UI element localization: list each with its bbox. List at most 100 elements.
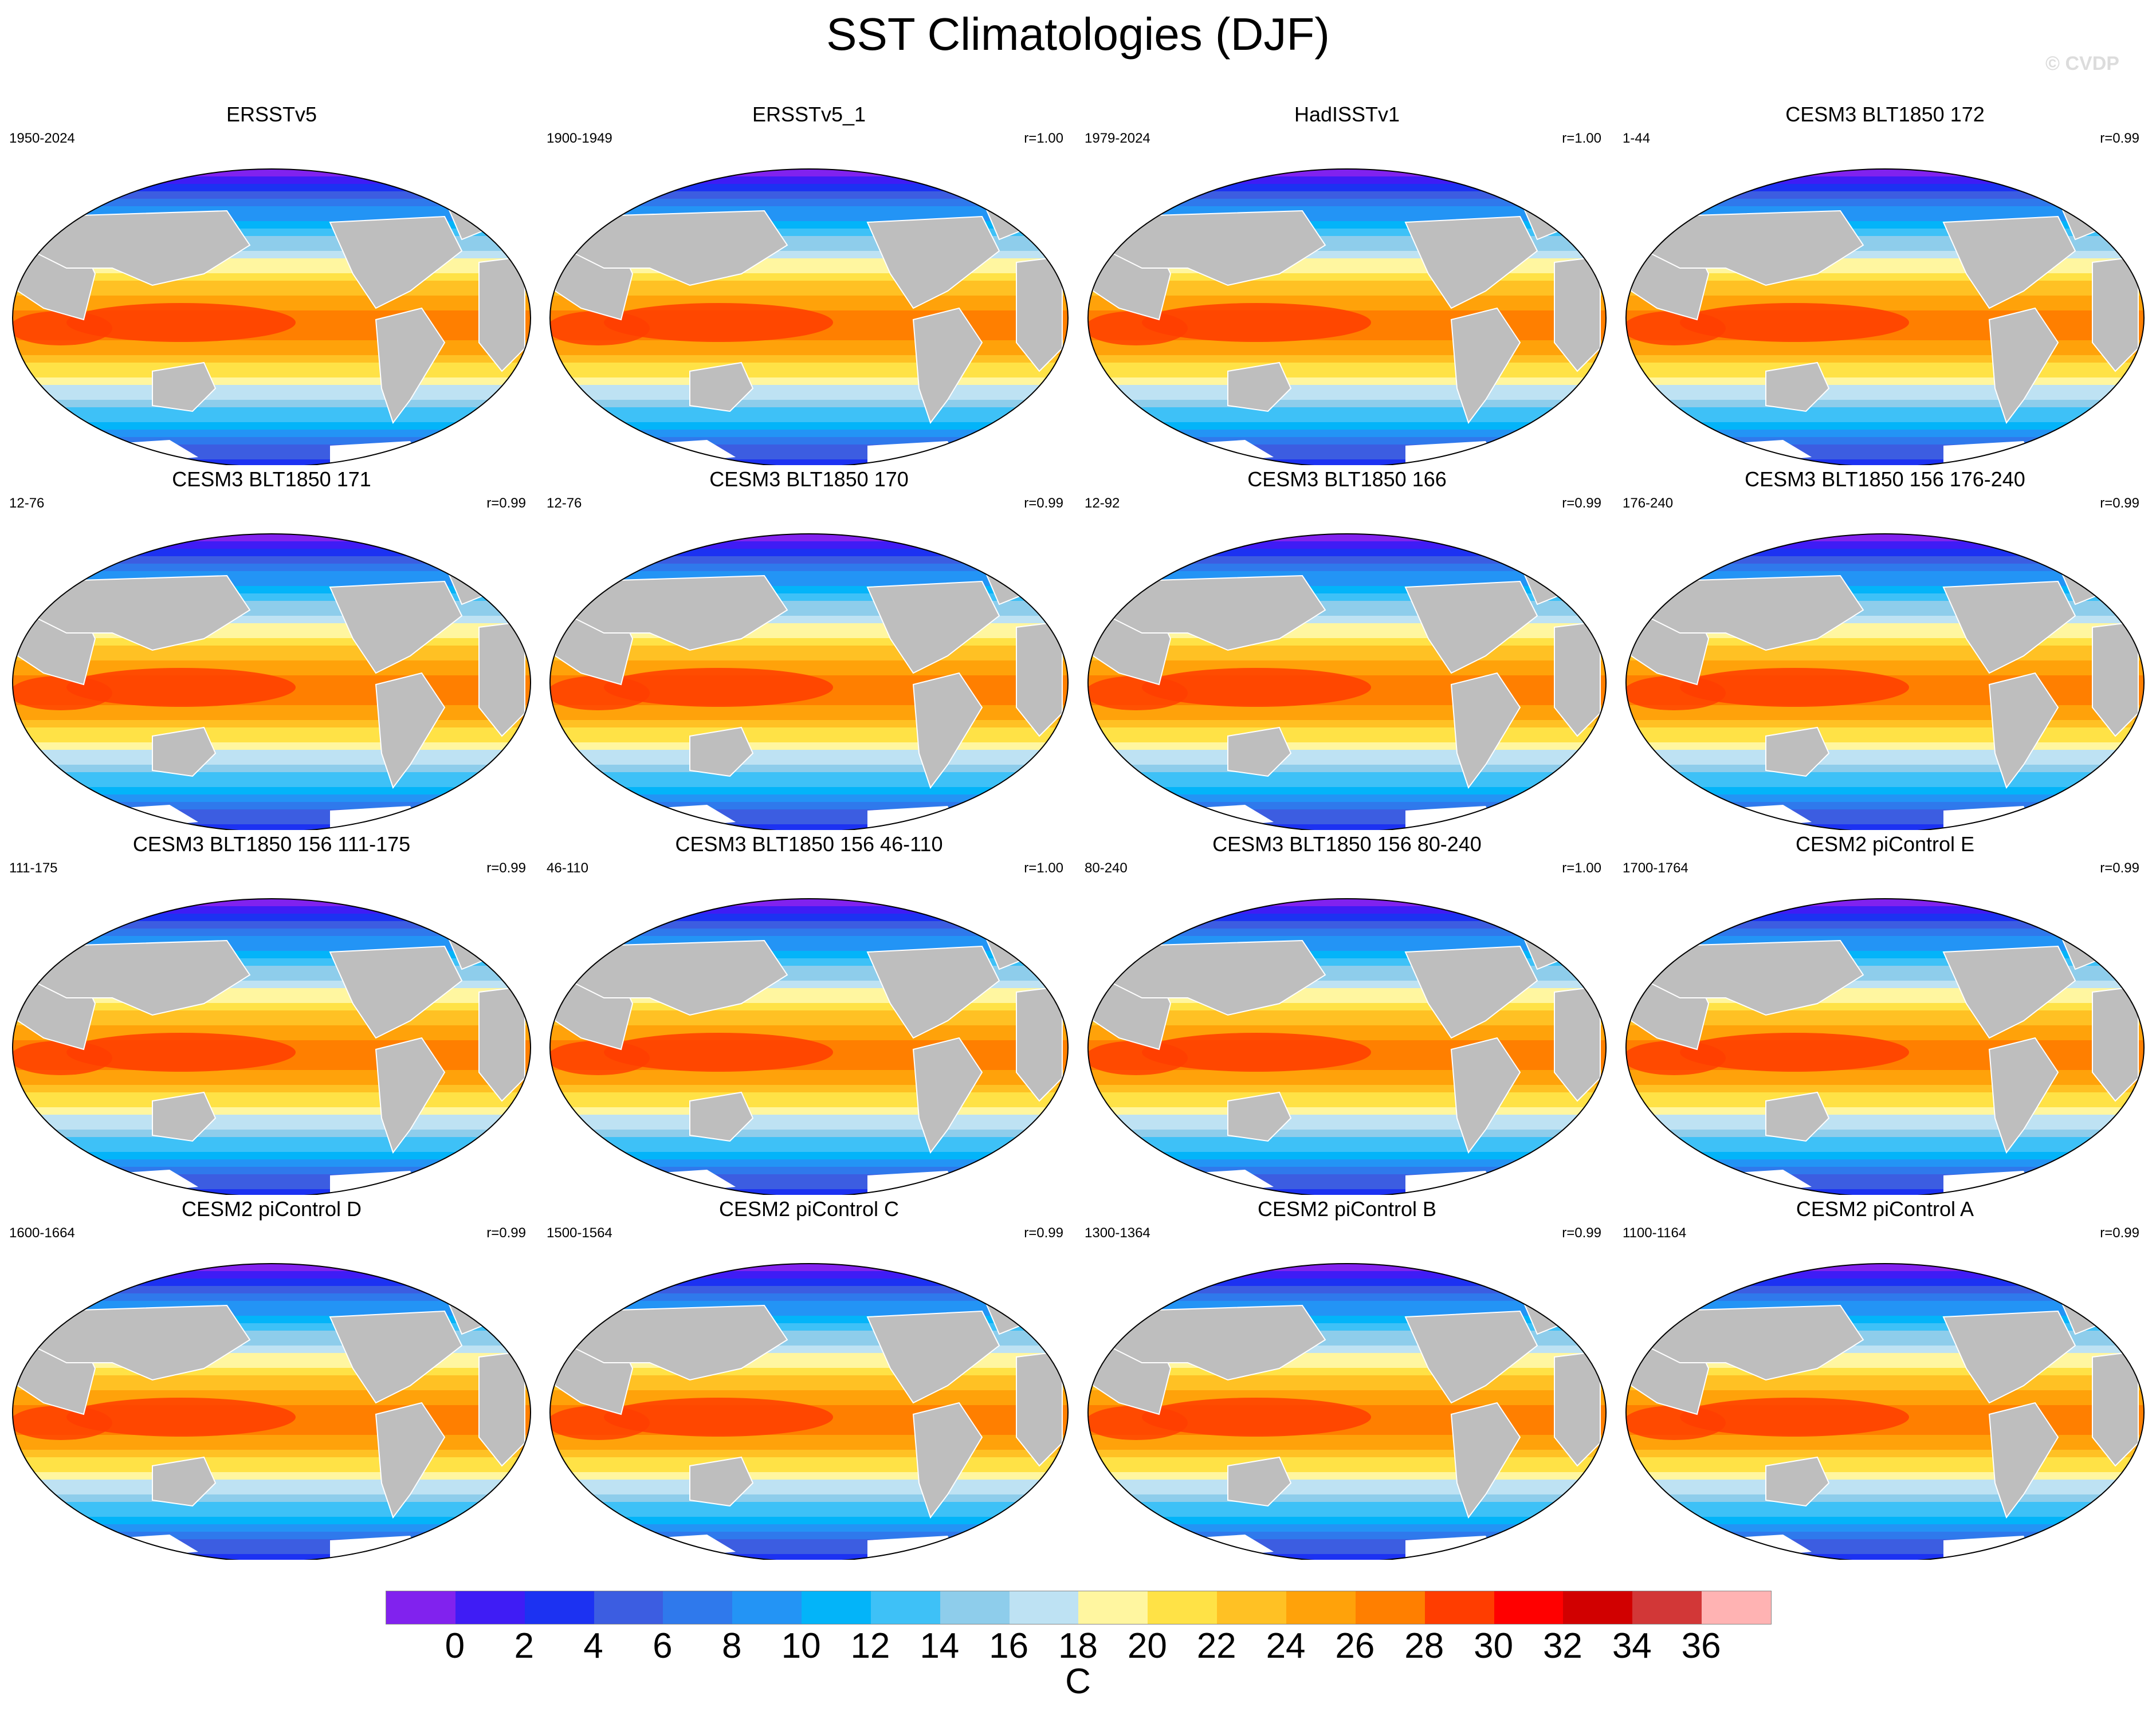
cvdp-watermark: © CVDP	[2045, 53, 2119, 74]
colorbar-tick-label: 8	[722, 1626, 742, 1666]
panel-title: CESM3 BLT1850 156 80-240	[1212, 832, 1482, 856]
panel-title: CESM3 BLT1850 170	[709, 467, 909, 491]
map-panel: ERSSTv5 1950-2024	[9, 102, 534, 465]
colorbar-cell	[870, 1591, 940, 1624]
sst-map	[12, 168, 531, 465]
sst-map	[1087, 533, 1607, 830]
colorbar	[386, 1591, 1772, 1624]
sst-map	[12, 533, 531, 830]
panel-period-label: 1600-1664	[9, 1225, 75, 1241]
map-panel: CESM2 piControl E 1700-1764 r=0.99	[1623, 832, 2147, 1195]
colorbar-cell	[1424, 1591, 1494, 1624]
map-panel: CESM3 BLT1850 156 46-110 46-110 r=1.00	[547, 832, 1071, 1195]
colorbar-cell	[386, 1591, 455, 1624]
panel-correlation-label: r=1.00	[1024, 860, 1063, 876]
sst-map	[549, 898, 1069, 1195]
panel-title: CESM3 BLT1850 172	[1785, 103, 1985, 126]
map-panel: CESM3 BLT1850 172 1-44 r=0.99	[1623, 102, 2147, 465]
colorbar-cell	[1355, 1591, 1425, 1624]
map-panel: HadISSTv1 1979-2024 r=1.00	[1085, 102, 1609, 465]
colorbar-tick-label: 16	[989, 1626, 1029, 1666]
panel-title: ERSSTv5	[226, 103, 317, 126]
colorbar-tick-labels: 0 2 4 6 8 10 12 14 16 18 20 22 24 26 28 30 32 34 36	[386, 1626, 1770, 1666]
colorbar-tick-label: 34	[1612, 1626, 1652, 1666]
colorbar-tick-label: 0	[445, 1626, 465, 1666]
panel-title: CESM2 piControl E	[1795, 832, 1975, 856]
panel-period-label: 80-240	[1085, 860, 1128, 876]
panel-correlation-label: r=0.99	[1024, 1225, 1063, 1241]
panel-correlation-label: r=0.99	[1562, 495, 1601, 511]
colorbar-tick-label: 28	[1404, 1626, 1444, 1666]
panel-title: CESM2 piControl A	[1796, 1197, 1974, 1221]
map-panel: CESM3 BLT1850 166 12-92 r=0.99	[1085, 467, 1609, 830]
panel-period-label: 12-76	[9, 495, 45, 511]
panel-title: ERSSTv5_1	[752, 103, 866, 126]
colorbar-tick-label: 30	[1474, 1626, 1514, 1666]
panel-period-label: 1900-1949	[547, 131, 612, 146]
colorbar-cell	[1494, 1591, 1564, 1624]
map-panel: CESM3 BLT1850 171 12-76 r=0.99	[9, 467, 534, 830]
sst-map	[1087, 898, 1607, 1195]
colorbar-cell	[1563, 1591, 1633, 1624]
panel-period-label: 46-110	[547, 860, 588, 876]
colorbar-cell	[1286, 1591, 1356, 1624]
colorbar-unit-label: C	[1065, 1662, 1091, 1701]
panel-correlation-label: r=0.99	[2100, 495, 2139, 511]
sst-map	[12, 1263, 531, 1560]
colorbar-tick-label: 22	[1196, 1626, 1236, 1666]
panel-title: HadISSTv1	[1294, 103, 1400, 126]
colorbar-tick-label: 10	[781, 1626, 821, 1666]
sst-map	[1625, 1263, 2145, 1560]
panel-period-label: 1979-2024	[1085, 131, 1150, 146]
map-panel: CESM3 BLT1850 156 176-240 176-240 r=0.99	[1623, 467, 2147, 830]
map-panel: ERSSTv5_1 1900-1949 r=1.00	[547, 102, 1071, 465]
colorbar-tick-label: 14	[920, 1626, 960, 1666]
panel-period-label: 1100-1164	[1623, 1225, 1687, 1241]
map-panel: CESM3 BLT1850 156 80-240 80-240 r=1.00	[1085, 832, 1609, 1195]
panel-period-label: 12-76	[547, 495, 582, 511]
colorbar-tick-label: 20	[1127, 1626, 1167, 1666]
map-panel: CESM2 piControl C 1500-1564 r=0.99	[547, 1197, 1071, 1560]
colorbar-cell	[1148, 1591, 1218, 1624]
colorbar-cell	[455, 1591, 525, 1624]
colorbar-cell	[1217, 1591, 1286, 1624]
panel-title: CESM2 piControl B	[1257, 1197, 1437, 1221]
figure-title: SST Climatologies (DJF)	[826, 9, 1330, 60]
colorbar-tick-label: 32	[1542, 1626, 1582, 1666]
panel-correlation-label: r=1.00	[1562, 860, 1601, 876]
panel-title: CESM2 piControl C	[718, 1197, 900, 1221]
colorbar-cell	[524, 1591, 594, 1624]
panel-title: CESM3 BLT1850 166	[1247, 467, 1447, 491]
panel-title: CESM3 BLT1850 171	[172, 467, 371, 491]
panel-title: CESM2 piControl D	[181, 1197, 362, 1221]
colorbar-cell	[802, 1591, 871, 1624]
colorbar-tick-label: 6	[653, 1626, 673, 1666]
panel-period-label: 12-92	[1085, 495, 1120, 511]
panel-correlation-label: r=0.99	[1024, 495, 1063, 511]
colorbar-tick-label: 26	[1335, 1626, 1375, 1666]
colorbar-tick-label: 4	[583, 1626, 603, 1666]
panel-period-label: 1500-1564	[547, 1225, 612, 1241]
colorbar-cell	[732, 1591, 802, 1624]
map-panel: CESM3 BLT1850 170 12-76 r=0.99	[547, 467, 1071, 830]
panel-period-label: 176-240	[1623, 495, 1674, 511]
panel-correlation-label: r=0.99	[2100, 131, 2139, 146]
colorbar-cell	[1702, 1591, 1771, 1624]
panel-correlation-label: r=1.00	[1562, 131, 1601, 146]
colorbar-tick-label: 24	[1266, 1626, 1306, 1666]
panel-period-label: 1950-2024	[9, 131, 75, 146]
panel-period-label: 1700-1764	[1623, 860, 1688, 876]
sst-map	[1625, 533, 2145, 830]
panel-title: CESM3 BLT1850 156 111-175	[132, 832, 411, 856]
colorbar-cell	[940, 1591, 1010, 1624]
colorbar-cell	[1632, 1591, 1702, 1624]
colorbar-cell	[663, 1591, 733, 1624]
map-panel: CESM2 piControl D 1600-1664 r=0.99	[9, 1197, 534, 1560]
panel-title: CESM3 BLT1850 156 46-110	[675, 832, 943, 856]
panel-correlation-label: r=0.99	[486, 1225, 526, 1241]
colorbar-tick-label: 36	[1681, 1626, 1721, 1666]
panel-correlation-label: r=1.00	[1024, 131, 1063, 146]
panel-title: CESM3 BLT1850 156 176-240	[1745, 467, 2025, 491]
colorbar-cell	[594, 1591, 663, 1624]
sst-map	[12, 898, 531, 1195]
